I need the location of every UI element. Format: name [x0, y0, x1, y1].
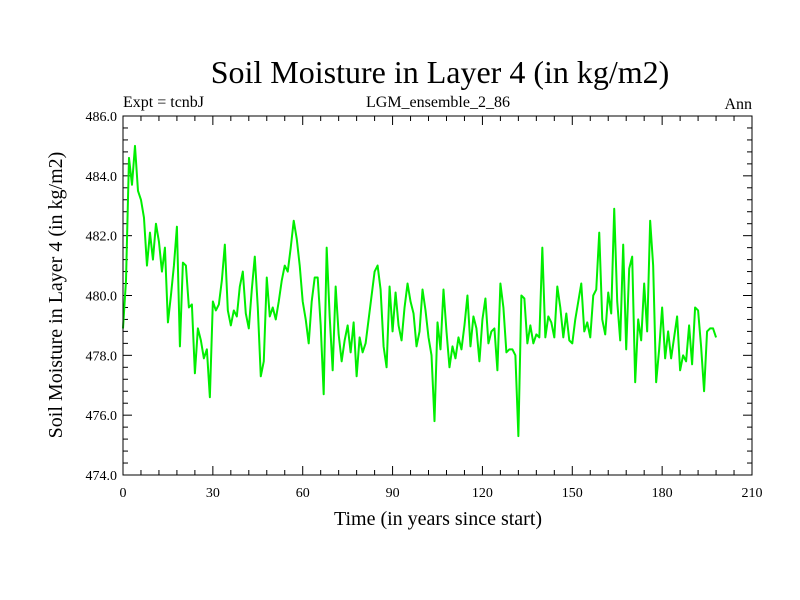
y-tick-label: 484.0 — [86, 170, 118, 185]
x-tick-label: 90 — [386, 486, 400, 501]
x-axis-label: Time (in years since start) — [334, 508, 542, 530]
data-series-line — [122, 144, 718, 438]
y-tick-label: 486.0 — [86, 110, 118, 125]
y-tick-label: 478.0 — [86, 349, 118, 364]
axis-ticks — [122, 115, 753, 476]
tick-labels: 0 30 60 90 120 150 180 210 474.0 476.0 478.0 480.0 4… — [86, 110, 763, 501]
y-tick-label: 480.0 — [86, 290, 118, 305]
x-tick-label: 180 — [652, 486, 673, 501]
ensemble-label: LGM_ensemble_2_86 — [366, 94, 510, 111]
y-tick-label: 482.0 — [86, 230, 118, 245]
x-tick-label: 150 — [562, 486, 583, 501]
y-axis-label: Soil Moisture in Layer 4 (in kg/m2) — [45, 152, 67, 439]
season-label: Ann — [724, 96, 752, 113]
x-tick-label: 120 — [472, 486, 493, 501]
y-tick-label: 476.0 — [86, 409, 118, 424]
x-tick-label: 30 — [206, 486, 220, 501]
x-tick-label: 60 — [296, 486, 310, 501]
chart-title: Soil Moisture in Layer 4 (in kg/m2) — [211, 54, 670, 90]
y-tick-label: 474.0 — [86, 469, 118, 484]
experiment-label: Expt = tcnbJ — [123, 94, 204, 111]
x-tick-label: 0 — [120, 486, 127, 501]
plot-frame — [122, 115, 753, 476]
x-tick-label: 210 — [742, 486, 763, 501]
